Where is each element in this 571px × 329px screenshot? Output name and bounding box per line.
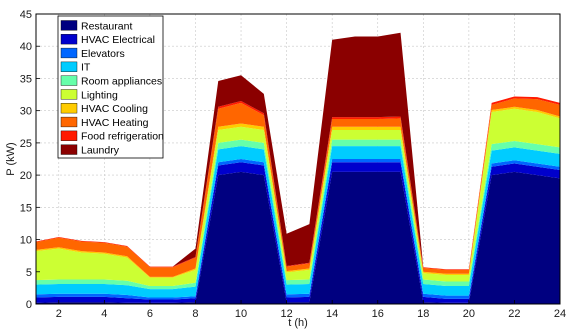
legend-swatch [60,116,78,128]
x-tick-label: 12 [280,308,292,320]
y-tick-label: 35 [20,73,32,85]
legend-label: Food refrigeration [81,131,164,143]
legend-label: IT [81,62,91,74]
legend-swatch [60,34,78,45]
y-tick-label: 10 [20,235,32,247]
legend-swatch [60,61,78,72]
x-tick-label: 18 [417,308,429,320]
legend-label: HVAC Heating [81,117,149,129]
x-tick-label: 16 [372,308,384,320]
legend-swatch [60,47,78,59]
legend-swatch [60,75,78,86]
legend: Restaurant HVAC Electrical Elevators IT Room… [57,15,164,159]
area-layer [36,32,560,304]
y-tick-label: 30 [20,106,32,118]
legend-label: Restaurant [81,20,132,32]
x-tick-label: 20 [463,308,475,320]
legend-label: Lighting [81,89,118,101]
plot-frame [35,13,561,305]
y-tick-label: 45 [20,9,32,21]
y-tick-label: 5 [26,267,32,279]
y-tick-label: 15 [20,202,32,214]
x-tick-label: 6 [147,308,153,320]
area-lighting [36,108,560,286]
legend-label: Laundry [81,145,120,157]
x-tick-label: 22 [508,308,520,320]
area-it [36,146,560,298]
x-tick-label: 14 [326,308,338,320]
legend-label: HVAC Electrical [81,34,155,46]
x-axis-title: t (h) [288,317,308,329]
legend-swatch [60,130,78,141]
y-tick-label: 40 [20,41,32,53]
x-tick-label: 2 [56,308,62,320]
y-tick-label: 20 [20,170,32,182]
legend-swatch [60,103,78,114]
area-restaurant [36,171,560,304]
x-tick-label: 10 [235,308,247,320]
x-tick-label: 8 [192,308,198,320]
legend-label: Elevators [81,48,125,60]
legend-swatch [60,20,78,31]
y-axis-title: P (kW) [5,142,17,175]
legend-label: Room appliances [81,76,162,88]
x-tick-label: 24 [554,308,566,320]
legend-label: HVAC Cooling [81,103,148,115]
y-tick-label: 25 [20,138,32,150]
legend-swatch [60,144,78,155]
y-tick-label: 0 [26,299,32,311]
legend-swatch [60,89,78,100]
x-tick-label: 4 [101,308,107,320]
